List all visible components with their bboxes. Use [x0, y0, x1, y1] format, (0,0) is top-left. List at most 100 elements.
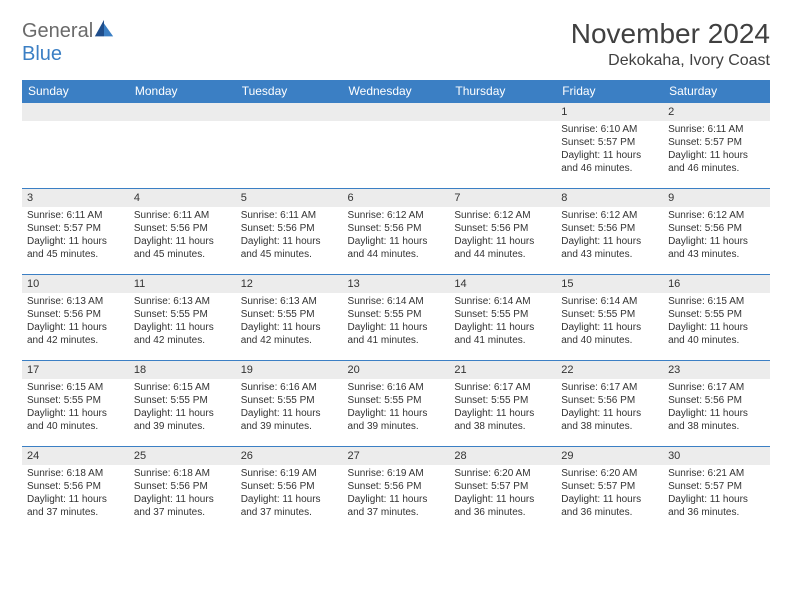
brand-logo: General Blue	[22, 18, 115, 66]
calendar-cell: 9Sunrise: 6:12 AMSunset: 5:56 PMDaylight…	[663, 189, 770, 275]
day-details: Sunrise: 6:12 AMSunset: 5:56 PMDaylight:…	[556, 207, 663, 265]
day-number: 20	[343, 361, 450, 379]
day-number: 26	[236, 447, 343, 465]
weekday-header: Thursday	[449, 80, 556, 103]
day-number: 17	[22, 361, 129, 379]
day-number: 29	[556, 447, 663, 465]
calendar-cell: 14Sunrise: 6:14 AMSunset: 5:55 PMDayligh…	[449, 275, 556, 361]
daylight-text: Daylight: 11 hours and 45 minutes.	[27, 235, 124, 261]
calendar-cell	[343, 103, 450, 189]
calendar-cell	[129, 103, 236, 189]
sunset-text: Sunset: 5:56 PM	[241, 480, 338, 493]
calendar-header-row: SundayMondayTuesdayWednesdayThursdayFrid…	[22, 80, 770, 103]
day-details: Sunrise: 6:16 AMSunset: 5:55 PMDaylight:…	[343, 379, 450, 437]
sunset-text: Sunset: 5:56 PM	[134, 480, 231, 493]
sunset-text: Sunset: 5:57 PM	[668, 136, 765, 149]
calendar-week-row: 1 Sunrise: 6:10 AM Sunset: 5:57 PM Daylight…	[22, 103, 770, 189]
sunrise-text: Sunrise: 6:14 AM	[561, 295, 658, 308]
day-details: Sunrise: 6:18 AMSunset: 5:56 PMDaylight:…	[129, 465, 236, 523]
sunrise-text: Sunrise: 6:13 AM	[241, 295, 338, 308]
sunset-text: Sunset: 5:55 PM	[241, 394, 338, 407]
daylight-text: Daylight: 11 hours and 38 minutes.	[561, 407, 658, 433]
calendar-week-row: 17Sunrise: 6:15 AMSunset: 5:55 PMDayligh…	[22, 361, 770, 447]
calendar-cell	[22, 103, 129, 189]
daylight-text: Daylight: 11 hours and 40 minutes.	[668, 321, 765, 347]
sunset-text: Sunset: 5:57 PM	[561, 480, 658, 493]
day-number: 25	[129, 447, 236, 465]
brand-text: General Blue	[22, 18, 115, 66]
sunset-text: Sunset: 5:56 PM	[348, 222, 445, 235]
day-details: Sunrise: 6:15 AMSunset: 5:55 PMDaylight:…	[129, 379, 236, 437]
day-number	[129, 103, 236, 121]
day-details: Sunrise: 6:14 AMSunset: 5:55 PMDaylight:…	[449, 293, 556, 351]
sunrise-text: Sunrise: 6:14 AM	[348, 295, 445, 308]
daylight-text: Daylight: 11 hours and 43 minutes.	[561, 235, 658, 261]
daylight-text: Daylight: 11 hours and 38 minutes.	[668, 407, 765, 433]
sunrise-text: Sunrise: 6:16 AM	[348, 381, 445, 394]
calendar-cell: 20Sunrise: 6:16 AMSunset: 5:55 PMDayligh…	[343, 361, 450, 447]
sunset-text: Sunset: 5:57 PM	[454, 480, 551, 493]
daylight-text: Daylight: 11 hours and 37 minutes.	[27, 493, 124, 519]
calendar-cell: 13Sunrise: 6:14 AMSunset: 5:55 PMDayligh…	[343, 275, 450, 361]
day-number	[449, 103, 556, 121]
day-number: 23	[663, 361, 770, 379]
sunrise-text: Sunrise: 6:15 AM	[134, 381, 231, 394]
day-number: 15	[556, 275, 663, 293]
day-number: 14	[449, 275, 556, 293]
calendar-cell: 23Sunrise: 6:17 AMSunset: 5:56 PMDayligh…	[663, 361, 770, 447]
sunset-text: Sunset: 5:56 PM	[668, 222, 765, 235]
calendar-week-row: 10Sunrise: 6:13 AMSunset: 5:56 PMDayligh…	[22, 275, 770, 361]
sunset-text: Sunset: 5:55 PM	[134, 308, 231, 321]
brand-part1: General	[22, 20, 93, 42]
daylight-text: Daylight: 11 hours and 36 minutes.	[561, 493, 658, 519]
day-number: 6	[343, 189, 450, 207]
day-number: 21	[449, 361, 556, 379]
day-details: Sunrise: 6:19 AMSunset: 5:56 PMDaylight:…	[236, 465, 343, 523]
daylight-text: Daylight: 11 hours and 45 minutes.	[241, 235, 338, 261]
day-number: 22	[556, 361, 663, 379]
day-details: Sunrise: 6:11 AMSunset: 5:56 PMDaylight:…	[236, 207, 343, 265]
day-number	[22, 103, 129, 121]
calendar-cell: 12Sunrise: 6:13 AMSunset: 5:55 PMDayligh…	[236, 275, 343, 361]
logo-sail-icon	[93, 18, 115, 40]
day-number: 1	[556, 103, 663, 121]
day-details: Sunrise: 6:11 AMSunset: 5:56 PMDaylight:…	[129, 207, 236, 265]
day-number: 18	[129, 361, 236, 379]
weekday-header: Sunday	[22, 80, 129, 103]
day-details: Sunrise: 6:13 AMSunset: 5:55 PMDaylight:…	[129, 293, 236, 351]
calendar-cell: 19Sunrise: 6:16 AMSunset: 5:55 PMDayligh…	[236, 361, 343, 447]
sunrise-text: Sunrise: 6:19 AM	[348, 467, 445, 480]
day-details: Sunrise: 6:13 AMSunset: 5:56 PMDaylight:…	[22, 293, 129, 351]
daylight-text: Daylight: 11 hours and 37 minutes.	[241, 493, 338, 519]
sunset-text: Sunset: 5:56 PM	[668, 394, 765, 407]
sunrise-text: Sunrise: 6:21 AM	[668, 467, 765, 480]
calendar-cell: 7Sunrise: 6:12 AMSunset: 5:56 PMDaylight…	[449, 189, 556, 275]
daylight-text: Daylight: 11 hours and 41 minutes.	[348, 321, 445, 347]
calendar-cell: 17Sunrise: 6:15 AMSunset: 5:55 PMDayligh…	[22, 361, 129, 447]
daylight-text: Daylight: 11 hours and 46 minutes.	[561, 149, 658, 175]
calendar-week-row: 24Sunrise: 6:18 AMSunset: 5:56 PMDayligh…	[22, 447, 770, 533]
day-number: 5	[236, 189, 343, 207]
sunset-text: Sunset: 5:56 PM	[348, 480, 445, 493]
calendar-cell	[236, 103, 343, 189]
daylight-text: Daylight: 11 hours and 39 minutes.	[241, 407, 338, 433]
day-number: 3	[22, 189, 129, 207]
day-details: Sunrise: 6:11 AMSunset: 5:57 PMDaylight:…	[663, 121, 770, 179]
calendar-cell: 4Sunrise: 6:11 AMSunset: 5:56 PMDaylight…	[129, 189, 236, 275]
day-details: Sunrise: 6:15 AMSunset: 5:55 PMDaylight:…	[663, 293, 770, 351]
sunrise-text: Sunrise: 6:15 AM	[668, 295, 765, 308]
daylight-text: Daylight: 11 hours and 44 minutes.	[348, 235, 445, 261]
sunset-text: Sunset: 5:55 PM	[241, 308, 338, 321]
calendar-cell: 16Sunrise: 6:15 AMSunset: 5:55 PMDayligh…	[663, 275, 770, 361]
day-details: Sunrise: 6:19 AMSunset: 5:56 PMDaylight:…	[343, 465, 450, 523]
sunset-text: Sunset: 5:55 PM	[454, 394, 551, 407]
daylight-text: Daylight: 11 hours and 40 minutes.	[27, 407, 124, 433]
sunset-text: Sunset: 5:55 PM	[668, 308, 765, 321]
daylight-text: Daylight: 11 hours and 45 minutes.	[134, 235, 231, 261]
brand-part2: Blue	[22, 43, 62, 65]
sunrise-text: Sunrise: 6:10 AM	[561, 123, 658, 136]
calendar-cell: 25Sunrise: 6:18 AMSunset: 5:56 PMDayligh…	[129, 447, 236, 533]
day-number: 27	[343, 447, 450, 465]
day-details: Sunrise: 6:21 AMSunset: 5:57 PMDaylight:…	[663, 465, 770, 523]
calendar-cell: 26Sunrise: 6:19 AMSunset: 5:56 PMDayligh…	[236, 447, 343, 533]
